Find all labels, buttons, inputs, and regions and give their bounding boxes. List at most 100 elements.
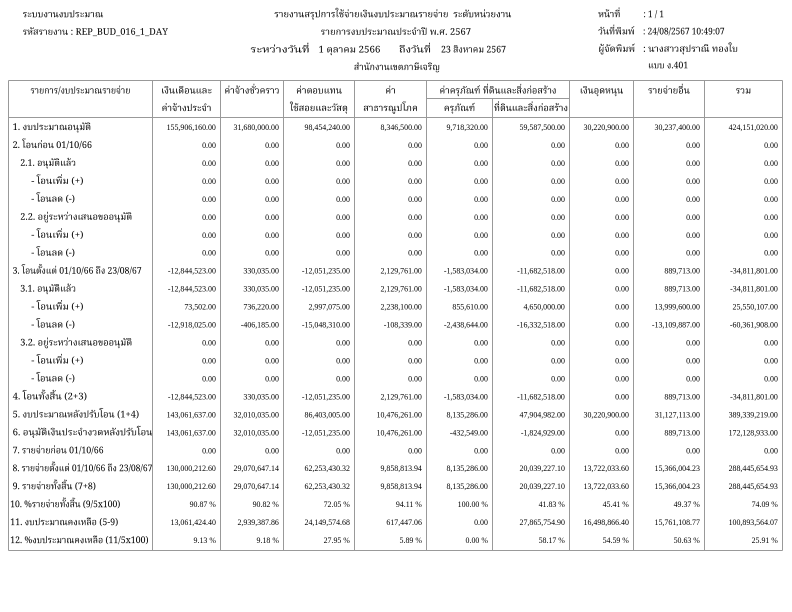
- svg-text:0.00: 0.00: [764, 195, 778, 204]
- svg-text:0.00: 0.00: [551, 141, 565, 150]
- svg-text:10,476,261.00: 10,476,261.00: [377, 410, 422, 419]
- svg-text:13,999,600.00: 13,999,600.00: [655, 303, 700, 312]
- svg-text:0.00: 0.00: [202, 339, 216, 348]
- svg-text:889,713.00: 889,713.00: [664, 267, 700, 276]
- svg-text:0.00: 0.00: [265, 141, 279, 150]
- svg-text:25,550,107.00: 25,550,107.00: [733, 303, 778, 312]
- svg-text:2,129,761.00: 2,129,761.00: [380, 392, 421, 401]
- svg-text:8,346,500.00: 8,346,500.00: [380, 123, 421, 132]
- svg-text:0.00: 0.00: [474, 177, 488, 186]
- svg-text:9,858,813.94: 9,858,813.94: [380, 464, 421, 473]
- svg-text:50.63 %: 50.63 %: [674, 536, 701, 545]
- svg-text:0.00: 0.00: [615, 392, 629, 401]
- svg-text:-12,051,235.00: -12,051,235.00: [302, 285, 350, 294]
- svg-text:-11,682,518.00: -11,682,518.00: [517, 285, 565, 294]
- svg-text:-12,918,025.00: -12,918,025.00: [168, 321, 216, 330]
- svg-text:0.00: 0.00: [615, 428, 629, 437]
- svg-text:2,129,761.00: 2,129,761.00: [380, 267, 421, 276]
- svg-text:0.00: 0.00: [686, 141, 700, 150]
- svg-text:0.00: 0.00: [408, 159, 422, 168]
- svg-text:54.59 %: 54.59 %: [603, 536, 630, 545]
- svg-text:143,061,637.00: 143,061,637.00: [167, 428, 216, 437]
- svg-text:-11,682,518.00: -11,682,518.00: [517, 267, 565, 276]
- svg-text:0.00: 0.00: [551, 446, 565, 455]
- svg-text:-16,332,518.00: -16,332,518.00: [517, 321, 565, 330]
- svg-text:0.00: 0.00: [202, 213, 216, 222]
- svg-text:0.00: 0.00: [764, 357, 778, 366]
- svg-text:0.00: 0.00: [265, 374, 279, 383]
- svg-text:0.00: 0.00: [408, 357, 422, 366]
- svg-text:30,220,900.00: 30,220,900.00: [584, 123, 629, 132]
- svg-text:0.00: 0.00: [474, 518, 488, 527]
- svg-text:-12,844,523.00: -12,844,523.00: [168, 267, 216, 276]
- svg-text:889,713.00: 889,713.00: [664, 392, 700, 401]
- svg-text:0.00: 0.00: [764, 374, 778, 383]
- svg-text:-11,682,518.00: -11,682,518.00: [517, 392, 565, 401]
- svg-text:288,445,654.93: 288,445,654.93: [729, 482, 778, 491]
- svg-text:15,366,004.23: 15,366,004.23: [655, 482, 700, 491]
- svg-text:0.00: 0.00: [615, 231, 629, 240]
- svg-text:0.00: 0.00: [764, 446, 778, 455]
- svg-text:0.00: 0.00: [202, 357, 216, 366]
- svg-text:0.00: 0.00: [336, 249, 350, 258]
- svg-text:-34,811,801.00: -34,811,801.00: [730, 392, 778, 401]
- svg-text:0.00: 0.00: [686, 159, 700, 168]
- svg-text:0.00: 0.00: [408, 249, 422, 258]
- svg-text:25.91 %: 25.91 %: [752, 536, 779, 545]
- svg-text:0.00: 0.00: [202, 446, 216, 455]
- svg-text:72.05 %: 72.05 %: [324, 500, 351, 509]
- svg-text:58.17 %: 58.17 %: [539, 536, 566, 545]
- svg-text:155,906,160.00: 155,906,160.00: [167, 123, 216, 132]
- svg-text:47,904,982.00: 47,904,982.00: [520, 410, 565, 419]
- svg-text:-1,583,034.00: -1,583,034.00: [444, 392, 488, 401]
- svg-text:0.00: 0.00: [336, 446, 350, 455]
- svg-text:0.00: 0.00: [551, 249, 565, 258]
- svg-text:0.00: 0.00: [408, 213, 422, 222]
- svg-text:0.00: 0.00: [686, 177, 700, 186]
- svg-text:330,035.00: 330,035.00: [243, 267, 279, 276]
- svg-text:9.13 %: 9.13 %: [194, 536, 217, 545]
- svg-text:15,761,108.77: 15,761,108.77: [655, 518, 700, 527]
- svg-text:32,010,035.00: 32,010,035.00: [234, 410, 279, 419]
- svg-text:0.00: 0.00: [764, 141, 778, 150]
- svg-text:0.00: 0.00: [551, 374, 565, 383]
- svg-text:0.00: 0.00: [474, 249, 488, 258]
- svg-text:0.00: 0.00: [615, 141, 629, 150]
- svg-text:0.00 %: 0.00 %: [466, 536, 489, 545]
- svg-text:90.87 %: 90.87 %: [190, 500, 217, 509]
- svg-text:-13,109,887.00: -13,109,887.00: [652, 321, 700, 330]
- svg-text:0.00: 0.00: [615, 195, 629, 204]
- svg-text:20,039,227.10: 20,039,227.10: [520, 464, 565, 473]
- svg-text:31,680,000.00: 31,680,000.00: [234, 123, 279, 132]
- svg-text:98,454,240.00: 98,454,240.00: [305, 123, 350, 132]
- svg-text:389,339,219.00: 389,339,219.00: [729, 410, 778, 419]
- svg-text:130,000,212.60: 130,000,212.60: [167, 464, 216, 473]
- svg-text:4,650,000.00: 4,650,000.00: [523, 303, 564, 312]
- svg-text:0.00: 0.00: [551, 357, 565, 366]
- svg-text:0.00: 0.00: [408, 195, 422, 204]
- svg-text:0.00: 0.00: [202, 231, 216, 240]
- svg-text:0.00: 0.00: [551, 339, 565, 348]
- svg-text:0.00: 0.00: [686, 231, 700, 240]
- svg-text:2,997,075.00: 2,997,075.00: [308, 303, 349, 312]
- svg-text:0.00: 0.00: [474, 195, 488, 204]
- svg-text:-12,051,235.00: -12,051,235.00: [302, 267, 350, 276]
- svg-text:0.00: 0.00: [615, 446, 629, 455]
- svg-text:0.00: 0.00: [615, 213, 629, 222]
- svg-text:330,035.00: 330,035.00: [243, 285, 279, 294]
- svg-text:0.00: 0.00: [764, 177, 778, 186]
- svg-text:-1,583,034.00: -1,583,034.00: [444, 285, 488, 294]
- svg-text:0.00: 0.00: [336, 159, 350, 168]
- svg-text:0.00: 0.00: [474, 446, 488, 455]
- svg-text:9,718,320.00: 9,718,320.00: [446, 123, 487, 132]
- svg-text:29,070,647.14: 29,070,647.14: [234, 482, 279, 491]
- svg-text:0.00: 0.00: [686, 213, 700, 222]
- svg-text:0.00: 0.00: [615, 374, 629, 383]
- svg-text:-12,051,235.00: -12,051,235.00: [302, 428, 350, 437]
- svg-text:62,253,430.32: 62,253,430.32: [305, 482, 350, 491]
- svg-text:0.00: 0.00: [202, 159, 216, 168]
- svg-text:0.00: 0.00: [615, 159, 629, 168]
- svg-text:0.00: 0.00: [686, 195, 700, 204]
- svg-text:0.00: 0.00: [336, 374, 350, 383]
- svg-text:0.00: 0.00: [408, 231, 422, 240]
